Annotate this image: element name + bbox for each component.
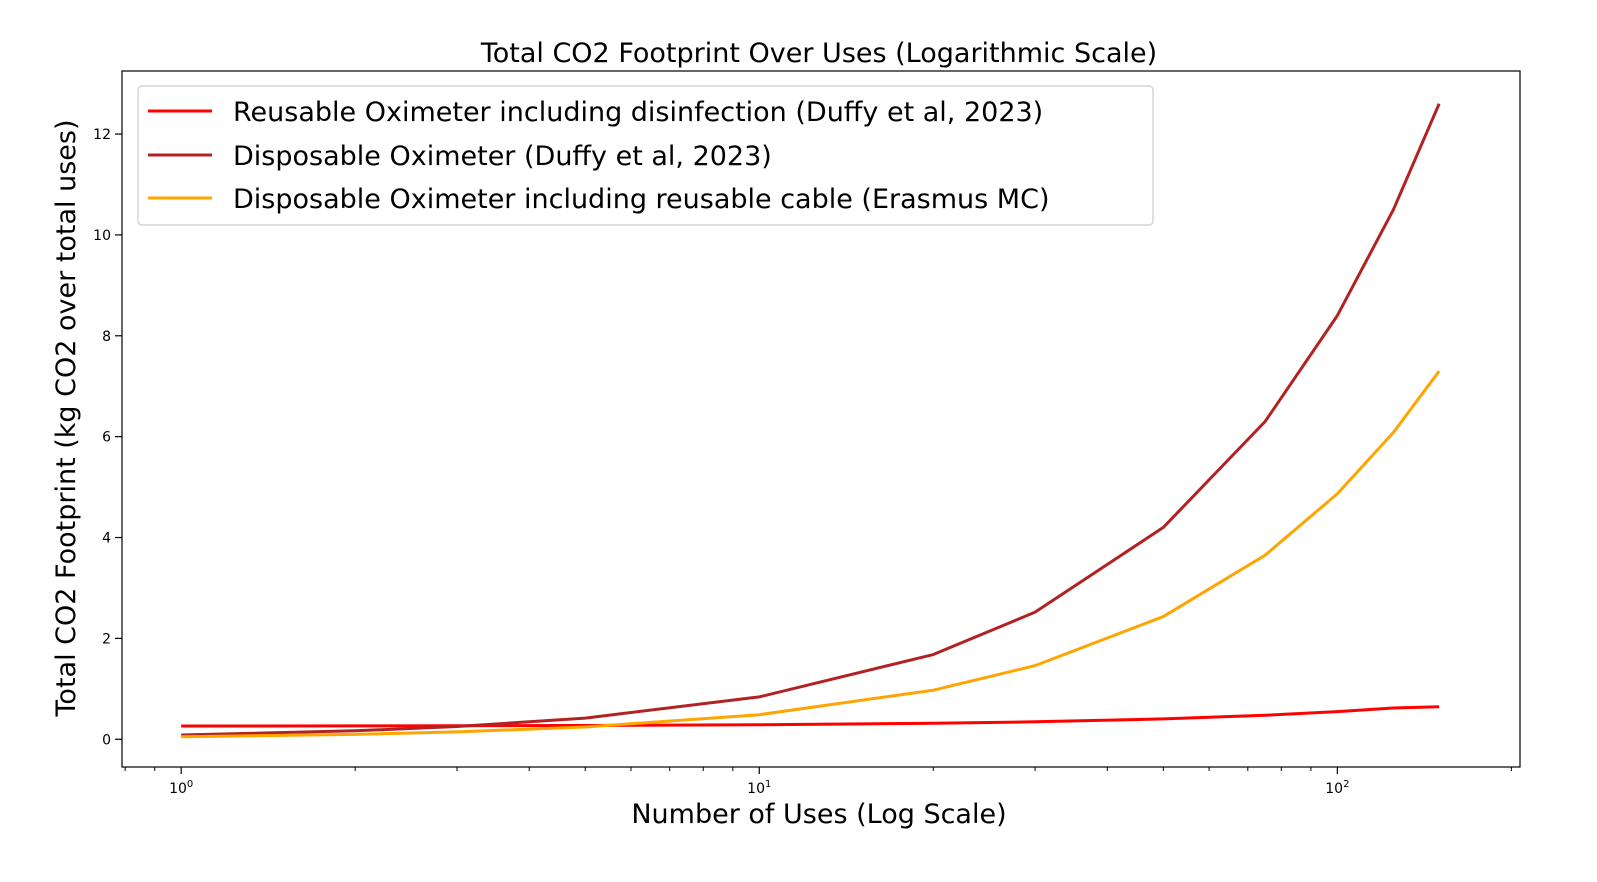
series-line: [181, 705, 1440, 728]
x-tick-label: 100: [169, 779, 193, 797]
legend-label: Disposable Oximeter (Duffy et al, 2023): [233, 141, 772, 172]
chart-title: Total CO2 Footprint Over Uses (Logarithm…: [480, 38, 1157, 69]
y-tick-label: 12: [93, 127, 111, 143]
legend-box: [137, 85, 1154, 226]
series-line: [181, 103, 1441, 737]
series-line: [181, 370, 1441, 739]
y-tick-label: 6: [102, 430, 111, 446]
legend-label: Disposable Oximeter including reusable c…: [233, 184, 1050, 215]
x-axis-label: Number of Uses (Log Scale): [631, 799, 1006, 830]
y-axis-label: Total CO2 Footprint (kg CO2 over total u…: [51, 120, 82, 718]
x-tick-label: 102: [1325, 779, 1349, 797]
y-tick-label: 8: [102, 329, 111, 345]
y-tick-label: 4: [102, 531, 111, 547]
legend: Reusable Oximeter including disinfection…: [137, 85, 1154, 226]
x-tick-label: 101: [747, 779, 771, 797]
legend-label: Reusable Oximeter including disinfection…: [233, 97, 1043, 128]
plot-area: 100 101 102 0 2 4 6 8 10 12 Reusable Oximeter incl…: [93, 70, 1521, 797]
y-tick-label: 10: [93, 228, 111, 244]
axes-frame: [121, 70, 1521, 768]
y-tick-label: 2: [102, 631, 111, 647]
y-tick-label: 0: [102, 732, 111, 748]
